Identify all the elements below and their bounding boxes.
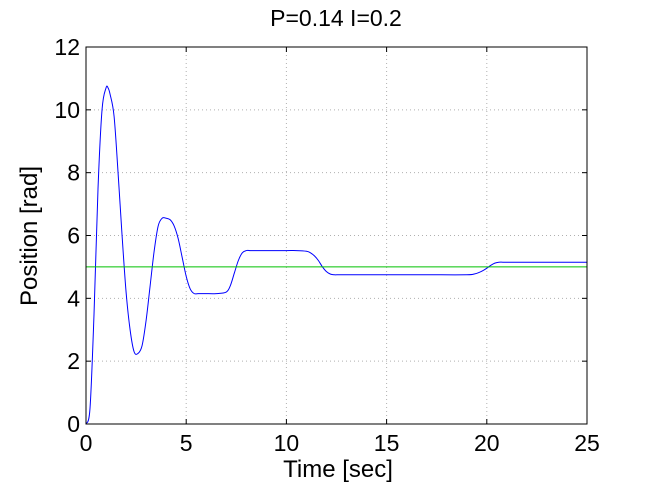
y-tick-label: 12 (54, 34, 80, 60)
plot-area (86, 47, 587, 424)
x-tick-label: 25 (574, 430, 600, 456)
y-tick-label: 2 (67, 348, 80, 374)
x-tick-label: 15 (374, 430, 400, 456)
x-tick-label: 20 (474, 430, 500, 456)
y-tick-label: 4 (67, 285, 80, 311)
tick-labels: 0 5 10 15 20 25 0 2 4 6 8 10 12 (54, 34, 599, 456)
y-tick-label: 10 (54, 97, 80, 123)
series-layer (85, 85, 587, 425)
chart-title: P=0.14 I=0.2 (270, 5, 402, 31)
x-tick-label: 5 (180, 430, 193, 456)
y-tick-label: 6 (67, 223, 80, 249)
y-tick-label: 8 (67, 160, 80, 186)
x-tick-label: 0 (80, 430, 93, 456)
y-axis-label: Position [rad] (16, 166, 43, 306)
x-axis-label: Time [sec] (283, 456, 393, 483)
tick-marks (85, 46, 588, 425)
grid (86, 47, 587, 424)
position-response-line (85, 85, 587, 425)
x-tick-label: 10 (274, 430, 300, 456)
y-tick-label: 0 (67, 411, 80, 437)
